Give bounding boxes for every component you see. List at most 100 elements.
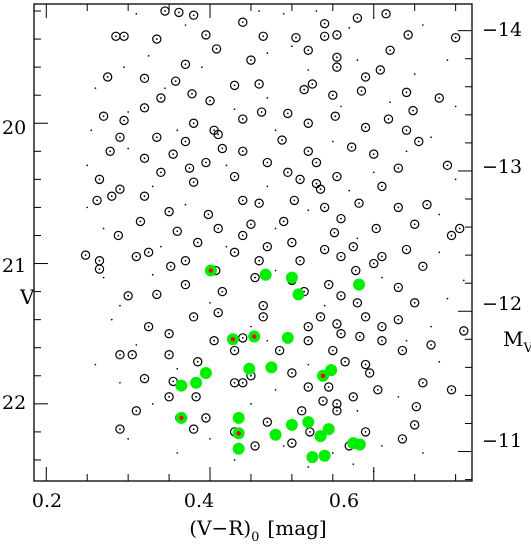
circle-center-dot [364, 76, 367, 78]
circle-center-dot [307, 325, 310, 328]
data-point-dot [356, 237, 359, 240]
data-point-circle [377, 336, 387, 346]
circle-marker [139, 153, 150, 164]
data-point-circle [152, 132, 162, 142]
data-point-dot [266, 339, 269, 342]
circle-center-dot [375, 227, 378, 230]
data-point-circle [319, 31, 330, 41]
circle-center-dot [307, 122, 310, 125]
circle-center-dot [117, 234, 120, 237]
circle-center-dot [340, 332, 342, 335]
circle-center-dot [123, 119, 125, 122]
circle-marker [369, 149, 379, 159]
circle-marker [256, 107, 267, 117]
circle-marker [115, 184, 125, 194]
data-point-circle [111, 31, 121, 41]
circle-center-dot [139, 220, 142, 223]
data-point-circle [315, 184, 326, 194]
data-point-circle [377, 181, 387, 192]
data-point-circle [332, 62, 342, 72]
circle-marker [360, 427, 371, 437]
circle-center-dot [168, 332, 170, 335]
data-point-circle [446, 385, 457, 395]
circle-marker [139, 103, 150, 113]
circle-center-dot [254, 276, 256, 279]
circle-marker [168, 149, 178, 159]
circle-marker [246, 219, 256, 229]
data-point-dot [266, 185, 269, 188]
data-point-dot [86, 164, 89, 167]
data-point-dot [164, 87, 166, 90]
data-point-dot [315, 10, 318, 12]
data-point-green [259, 268, 272, 281]
circle-center-dot [106, 76, 109, 78]
data-point-circle [397, 434, 408, 444]
data-point-circle [98, 111, 109, 121]
data-point-circle [336, 213, 346, 224]
data-point-circle [408, 105, 418, 116]
data-point-circle [318, 396, 328, 406]
data-point-circle [238, 146, 248, 157]
data-point-dot [102, 276, 105, 279]
circle-center-dot [168, 210, 170, 213]
circle-center-dot [381, 255, 383, 258]
circle-center-dot [385, 12, 387, 15]
y-tick-label-left: 21 [2, 255, 26, 277]
circle-center-dot [184, 140, 187, 143]
circle-center-dot [344, 360, 347, 363]
data-point-dot [119, 381, 121, 384]
circle-marker [291, 32, 301, 43]
data-point-circle [324, 382, 334, 392]
data-point-circle [328, 90, 338, 100]
circle-center-dot [192, 122, 195, 125]
circle-marker [143, 247, 154, 258]
data-point-dot [102, 227, 105, 230]
circle-marker [411, 401, 422, 412]
circle-marker [303, 118, 313, 128]
circle-marker [377, 336, 387, 346]
red-center-dot [230, 337, 236, 342]
data-point-circle [329, 227, 340, 238]
circle-center-dot [176, 230, 179, 233]
circle-center-dot [266, 421, 269, 423]
circle-marker [442, 160, 453, 171]
data-point-circle [80, 250, 91, 260]
circle-marker [164, 328, 174, 339]
circle-marker [156, 93, 166, 103]
data-point-circle [164, 392, 174, 402]
circle-center-dot [323, 22, 326, 25]
data-point-dot [160, 245, 162, 248]
red-center-dot [236, 431, 241, 436]
data-point-circle [229, 171, 240, 182]
circle-marker [201, 157, 211, 168]
data-point-dot [282, 445, 285, 447]
circle-marker [174, 7, 184, 18]
circle-marker [426, 340, 436, 350]
data-point-circle [360, 427, 371, 437]
circle-center-dot [354, 269, 357, 272]
data-point-dot [352, 463, 355, 466]
circle-center-dot [405, 129, 408, 132]
data-point-circle [246, 55, 256, 65]
circle-marker [318, 396, 328, 406]
circle-marker [299, 84, 309, 95]
data-point-circle [238, 230, 248, 241]
circle-marker [352, 13, 363, 23]
data-point-circle [397, 345, 408, 356]
circle-center-dot [233, 381, 236, 384]
circle-marker [274, 345, 285, 356]
data-point-circle [371, 223, 381, 234]
circle-marker [203, 209, 214, 220]
circle-center-dot [213, 129, 216, 132]
circle-marker [303, 321, 313, 332]
circle-marker [377, 181, 387, 192]
data-point-dot [209, 301, 211, 304]
data-point-circle [94, 174, 105, 185]
data-point-circle [303, 118, 313, 128]
data-point-circle [356, 86, 367, 96]
data-point-circle [401, 125, 412, 135]
data-point-circle [229, 345, 240, 356]
data-point-circle [330, 111, 340, 121]
data-point-circle [258, 300, 268, 311]
data-point-green-red [316, 369, 329, 382]
